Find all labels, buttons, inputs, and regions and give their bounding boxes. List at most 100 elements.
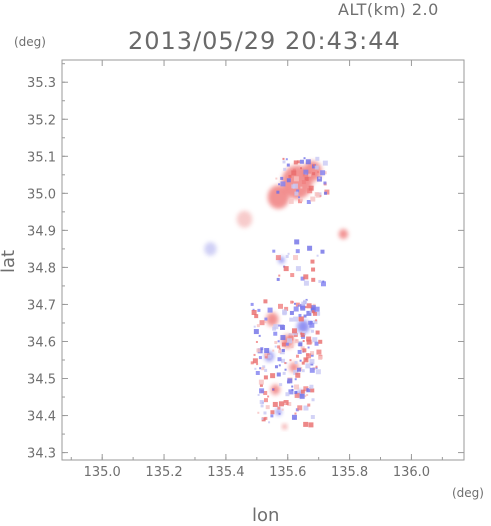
echo-pixel	[312, 311, 317, 316]
echo-pixel	[293, 417, 296, 420]
echo-pixel	[310, 415, 315, 420]
echo-pixel	[256, 363, 259, 366]
echo-pixel	[288, 198, 294, 204]
echo-pixel	[310, 196, 316, 202]
echo-pixel	[264, 317, 268, 321]
echo-pixel	[270, 373, 276, 379]
echo-pixel	[294, 361, 298, 365]
echo-pixel	[259, 367, 262, 370]
echo-pixel	[285, 342, 289, 346]
echo-pixel	[311, 277, 316, 282]
altitude-label: ALT(km) 2.0	[338, 0, 439, 19]
echo-pixel	[253, 329, 259, 335]
echo-pixel	[265, 405, 270, 410]
echo-pixel	[301, 301, 306, 306]
x-tick-label: 135.0	[84, 465, 121, 480]
echo-pixel	[277, 345, 281, 349]
echo-pixel	[278, 303, 284, 309]
echo-pixel	[281, 408, 284, 411]
echo-pixel	[296, 160, 300, 164]
echo-blob	[282, 424, 287, 430]
echo-pixel	[286, 178, 291, 183]
x-tick-label: 135.2	[145, 465, 182, 480]
echo-pixel	[294, 391, 298, 395]
echo-pixel	[310, 259, 315, 264]
echo-pixel	[263, 375, 268, 380]
echo-pixel	[259, 399, 264, 404]
echo-pixel	[289, 359, 292, 362]
echo-pixel	[323, 171, 327, 175]
echo-pixel	[287, 402, 292, 407]
plot-frame	[61, 59, 465, 461]
echo-pixel	[262, 365, 266, 369]
echo-pixel	[298, 196, 301, 199]
echo-pixel	[316, 254, 319, 257]
echo-pixel	[289, 310, 294, 315]
echo-pixel	[298, 313, 302, 317]
echo-pixel	[288, 174, 292, 178]
x-tick-label: 136.0	[393, 465, 430, 480]
x-axis-unit: (deg)	[452, 486, 484, 500]
echo-pixel	[294, 392, 300, 398]
echo-pixel	[307, 346, 310, 349]
echo-pixel	[260, 404, 264, 408]
echo-pixel	[290, 300, 294, 304]
echo-pixel	[272, 388, 275, 391]
x-tick-label: 135.8	[331, 465, 368, 480]
echo-pixel	[278, 401, 284, 407]
echo-pixel	[293, 316, 299, 322]
y-tick-label: 34.6	[27, 335, 56, 350]
y-tick-label: 34.7	[27, 298, 56, 313]
echo-pixel	[303, 274, 309, 280]
echo-pixel	[300, 389, 305, 394]
echo-pixel	[312, 172, 316, 176]
echo-pixel	[264, 353, 268, 357]
echo-pixel	[291, 184, 296, 189]
echo-pixel	[297, 405, 303, 411]
echo-pixel	[289, 317, 294, 322]
echo-pixel	[274, 365, 278, 369]
echo-pixel	[281, 358, 286, 363]
echo-pixel	[300, 346, 305, 351]
echo-pixel	[282, 371, 286, 375]
echo-blob	[266, 312, 279, 327]
echo-pixel	[282, 157, 285, 160]
echo-pixel	[318, 355, 323, 360]
echo-pixel	[320, 281, 326, 287]
echo-pixel	[258, 356, 262, 360]
echo-pixel	[298, 342, 303, 347]
echo-pixel	[261, 417, 264, 420]
echo-pixel	[298, 316, 303, 321]
echo-pixel	[300, 276, 305, 281]
echo-pixel	[314, 341, 319, 346]
echo-pixel	[309, 367, 315, 373]
echo-pixel	[308, 422, 314, 428]
echo-pixel	[272, 401, 278, 407]
echo-pixel	[297, 367, 302, 372]
echo-pixel	[258, 379, 264, 385]
echo-pixel	[302, 174, 305, 177]
echo-pixel	[277, 357, 282, 362]
echo-pixel	[300, 198, 304, 202]
echo-pixel	[295, 354, 299, 358]
echo-pixel	[250, 361, 254, 365]
echo-blob	[267, 185, 290, 209]
echo-pixel	[315, 156, 320, 161]
echo-pixel	[255, 370, 260, 375]
echo-pixel	[315, 365, 318, 368]
echo-pixel	[268, 421, 271, 424]
echo-pixel	[303, 357, 309, 363]
echo-pixel	[300, 303, 306, 309]
echo-pixel	[272, 349, 275, 352]
echo-pixel	[302, 340, 305, 343]
echo-pixel	[277, 406, 281, 410]
echo-pixel	[294, 378, 297, 381]
echo-pixel	[295, 372, 301, 378]
echo-pixel	[283, 266, 289, 272]
y-tick-label: 35.2	[27, 113, 56, 128]
echo-pixel	[281, 348, 285, 352]
echo-pixel	[287, 338, 293, 344]
echo-pixel	[256, 348, 261, 353]
echo-pixel	[323, 181, 327, 185]
echo-pixel	[280, 324, 286, 330]
